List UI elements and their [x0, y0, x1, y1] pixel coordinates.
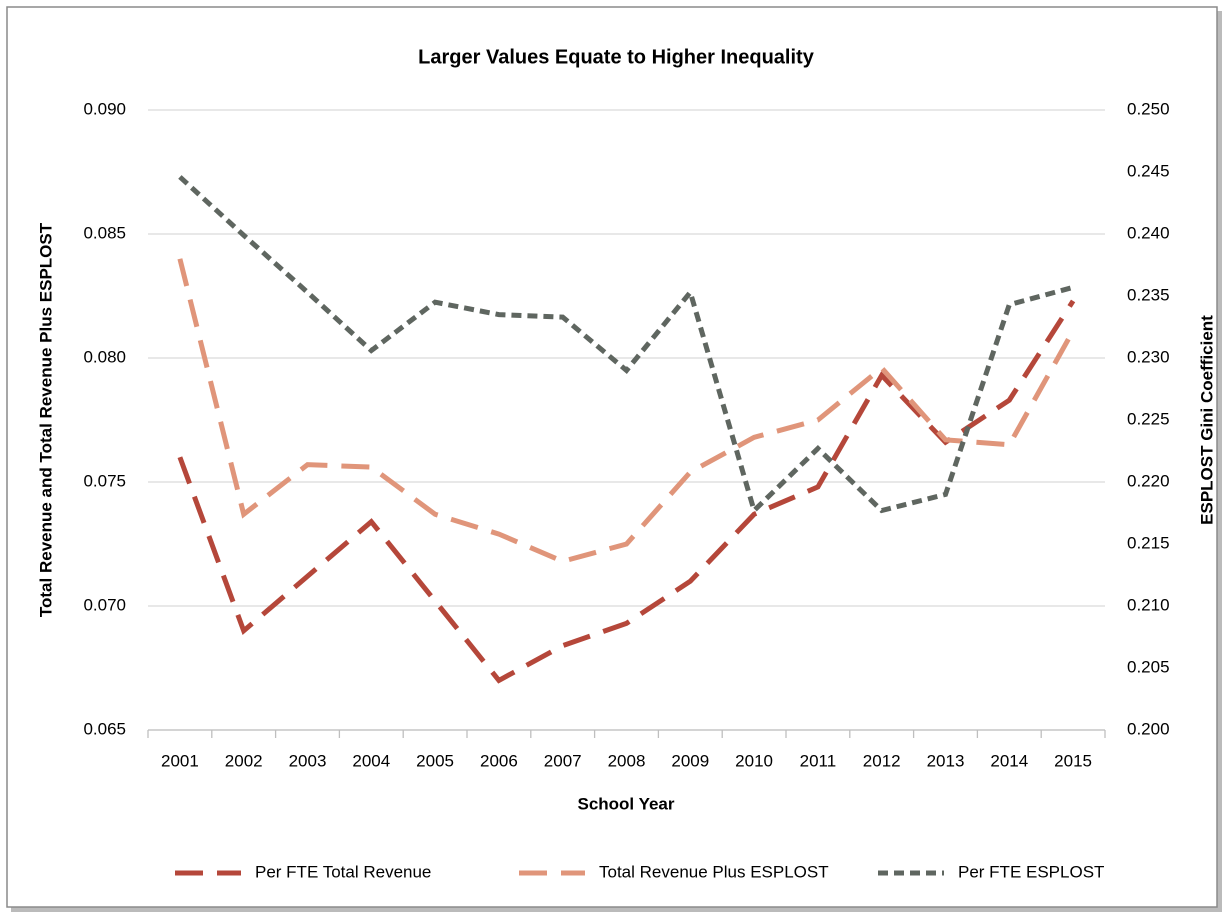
- y2-tick-label: 0.230: [1127, 347, 1170, 366]
- y2-tick-label: 0.240: [1127, 223, 1170, 242]
- y2-tick-label: 0.250: [1127, 99, 1170, 118]
- x-tick-label: 2014: [990, 751, 1028, 770]
- x-tick-label: 2008: [608, 751, 646, 770]
- frame: [6, 6, 1218, 908]
- x-tick-label: 2009: [671, 751, 709, 770]
- y2-tick-label: 0.245: [1127, 161, 1170, 180]
- y2-tick-label: 0.225: [1127, 409, 1170, 428]
- y2-tick-label: 0.215: [1127, 533, 1170, 552]
- y-tick-label: 0.065: [83, 719, 126, 738]
- y-tick-label: 0.070: [83, 595, 126, 614]
- legend-label: Per FTE ESPLOST: [958, 862, 1104, 881]
- x-axis-title: School Year: [577, 794, 674, 813]
- x-tick-label: 2007: [544, 751, 582, 770]
- x-tick-label: 2003: [289, 751, 327, 770]
- y-tick-label: 0.090: [83, 99, 126, 118]
- x-tick-label: 2002: [225, 751, 263, 770]
- y2-tick-label: 0.200: [1127, 719, 1170, 738]
- series-line: [178, 175, 1074, 516]
- x-tick-label: 2015: [1054, 751, 1092, 770]
- x-tick-label: 2004: [352, 751, 390, 770]
- x-tick-label: 2006: [480, 751, 518, 770]
- x-tick-label: 2005: [416, 751, 454, 770]
- x-tick-label: 2001: [161, 751, 199, 770]
- legend-label: Total Revenue Plus ESPLOST: [599, 862, 829, 881]
- x-tick-label: 2012: [863, 751, 901, 770]
- y-axis-title: Total Revenue and Total Revenue Plus ESP…: [36, 222, 55, 617]
- y-tick-label: 0.075: [83, 471, 126, 490]
- y2-tick-label: 0.220: [1127, 471, 1170, 490]
- y-tick-label: 0.080: [83, 347, 126, 366]
- x-tick-label: 2011: [800, 751, 837, 770]
- series-line: [177, 258, 1076, 565]
- y-tick-label: 0.085: [83, 223, 126, 242]
- y2-axis-title: ESPLOST Gini Coefficient: [1197, 315, 1216, 525]
- y2-tick-label: 0.205: [1127, 657, 1170, 676]
- x-tick-label: 2010: [735, 751, 773, 770]
- series-line: [177, 299, 1076, 684]
- legend-label: Per FTE Total Revenue: [255, 862, 431, 881]
- y2-tick-label: 0.235: [1127, 285, 1170, 304]
- x-tick-label: 2013: [927, 751, 965, 770]
- chart-title: Larger Values Equate to Higher Inequalit…: [418, 46, 815, 68]
- y2-tick-label: 0.210: [1127, 595, 1170, 614]
